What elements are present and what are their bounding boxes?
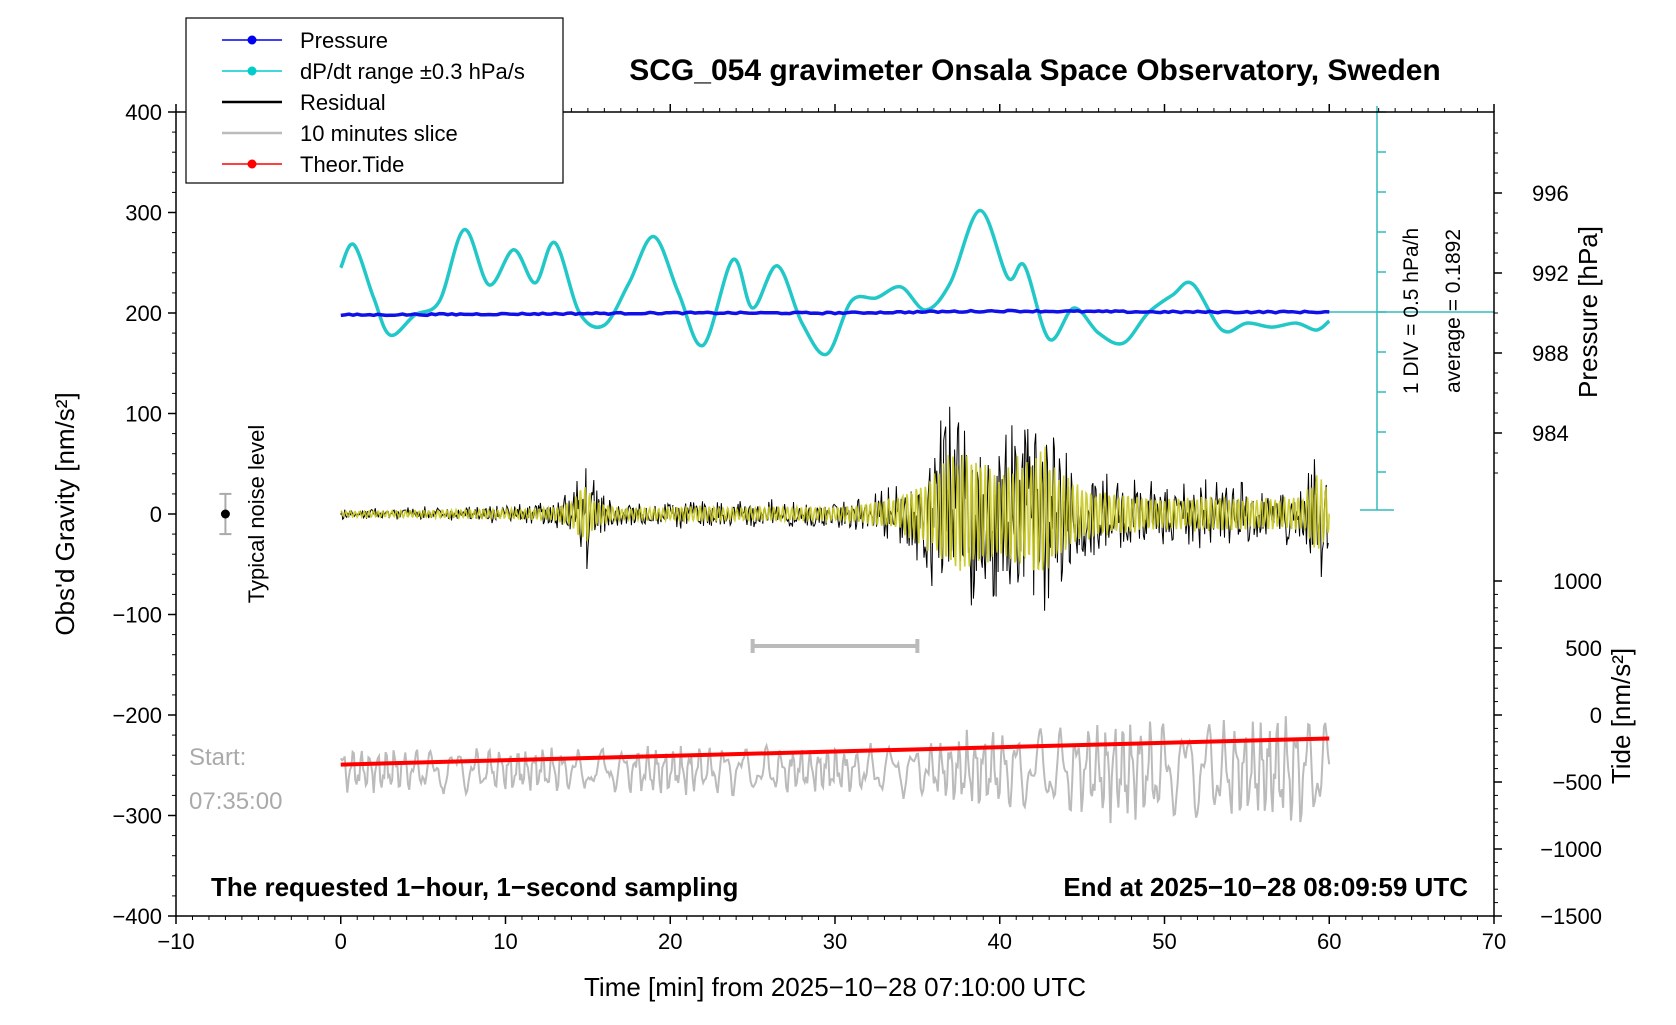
div-label: 1 DIV = 0.5 hPa/h <box>1400 228 1423 394</box>
noise-point <box>220 509 230 519</box>
tide-tick-label: −500 <box>1552 770 1602 795</box>
tide-tick-label: −1000 <box>1540 837 1602 862</box>
x-tick-label: 70 <box>1482 929 1506 954</box>
y-axis-label-tide: Tide [nm/s²] <box>1606 648 1636 784</box>
y-axis-label-pressure: Pressure [hPa] <box>1573 226 1603 398</box>
tide-tick-label: −1500 <box>1540 904 1602 929</box>
pressure-series-line <box>340 308 1330 318</box>
tide-series-line <box>340 736 1330 767</box>
legend-label: dP/dt range ±0.3 hPa/s <box>300 59 525 84</box>
x-tick-label: 60 <box>1317 929 1341 954</box>
legend-marker <box>247 159 257 169</box>
noise-label: Typical noise level <box>244 425 269 604</box>
pressure-tick-label: 984 <box>1532 421 1569 446</box>
filtered-residual-line <box>340 446 1330 571</box>
y-tick-label: 300 <box>125 201 162 226</box>
x-tick-label: −10 <box>157 929 194 954</box>
x-tick-label: 30 <box>823 929 847 954</box>
sampling-note: The requested 1−hour, 1−second sampling <box>211 872 738 902</box>
x-tick-label: 0 <box>335 929 347 954</box>
pressure-tick-label: 988 <box>1532 341 1569 366</box>
legend-label: 10 minutes slice <box>300 121 458 146</box>
tide-tick-label: 500 <box>1565 636 1602 661</box>
slice-series-line <box>339 716 1331 824</box>
x-axis-label: Time [min] from 2025−10−28 07:10:00 UTC <box>584 972 1086 1002</box>
y-axis-label-left: Obs'd Gravity [nm/s²] <box>50 392 80 635</box>
pressure-tick-label: 996 <box>1532 181 1569 206</box>
tide-tick-label: 0 <box>1590 703 1602 728</box>
y-tick-label: 400 <box>125 100 162 125</box>
legend-marker <box>247 35 257 45</box>
average-label: average = 0.1892 <box>1442 229 1465 393</box>
start-time: 07:35:00 <box>189 788 282 815</box>
x-tick-label: 10 <box>493 929 517 954</box>
dpdt-series-line <box>339 208 1331 357</box>
y-tick-label: −100 <box>112 603 162 628</box>
y-tick-label: −300 <box>112 804 162 829</box>
x-tick-label: 20 <box>658 929 682 954</box>
legend-label: Residual <box>300 90 386 115</box>
y-tick-label: 100 <box>125 402 162 427</box>
legend-box <box>185 17 564 184</box>
end-time-note: End at 2025−10−28 08:09:59 UTC <box>1063 872 1468 902</box>
tide-tick-label: 1000 <box>1553 569 1602 594</box>
pressure-tick-label: 992 <box>1532 261 1569 286</box>
y-tick-label: 0 <box>150 502 162 527</box>
y-tick-label: −400 <box>112 904 162 929</box>
start-label: Start: <box>189 744 246 771</box>
chart-title: SCG_054 gravimeter Onsala Space Observat… <box>629 54 1441 87</box>
x-tick-label: 50 <box>1152 929 1176 954</box>
legend-marker <box>247 66 257 76</box>
y-tick-label: 200 <box>125 301 162 326</box>
legend-label: Theor.Tide <box>300 152 404 177</box>
legend-label: Pressure <box>300 28 388 53</box>
y-tick-label: −200 <box>112 703 162 728</box>
x-tick-label: 40 <box>988 929 1012 954</box>
